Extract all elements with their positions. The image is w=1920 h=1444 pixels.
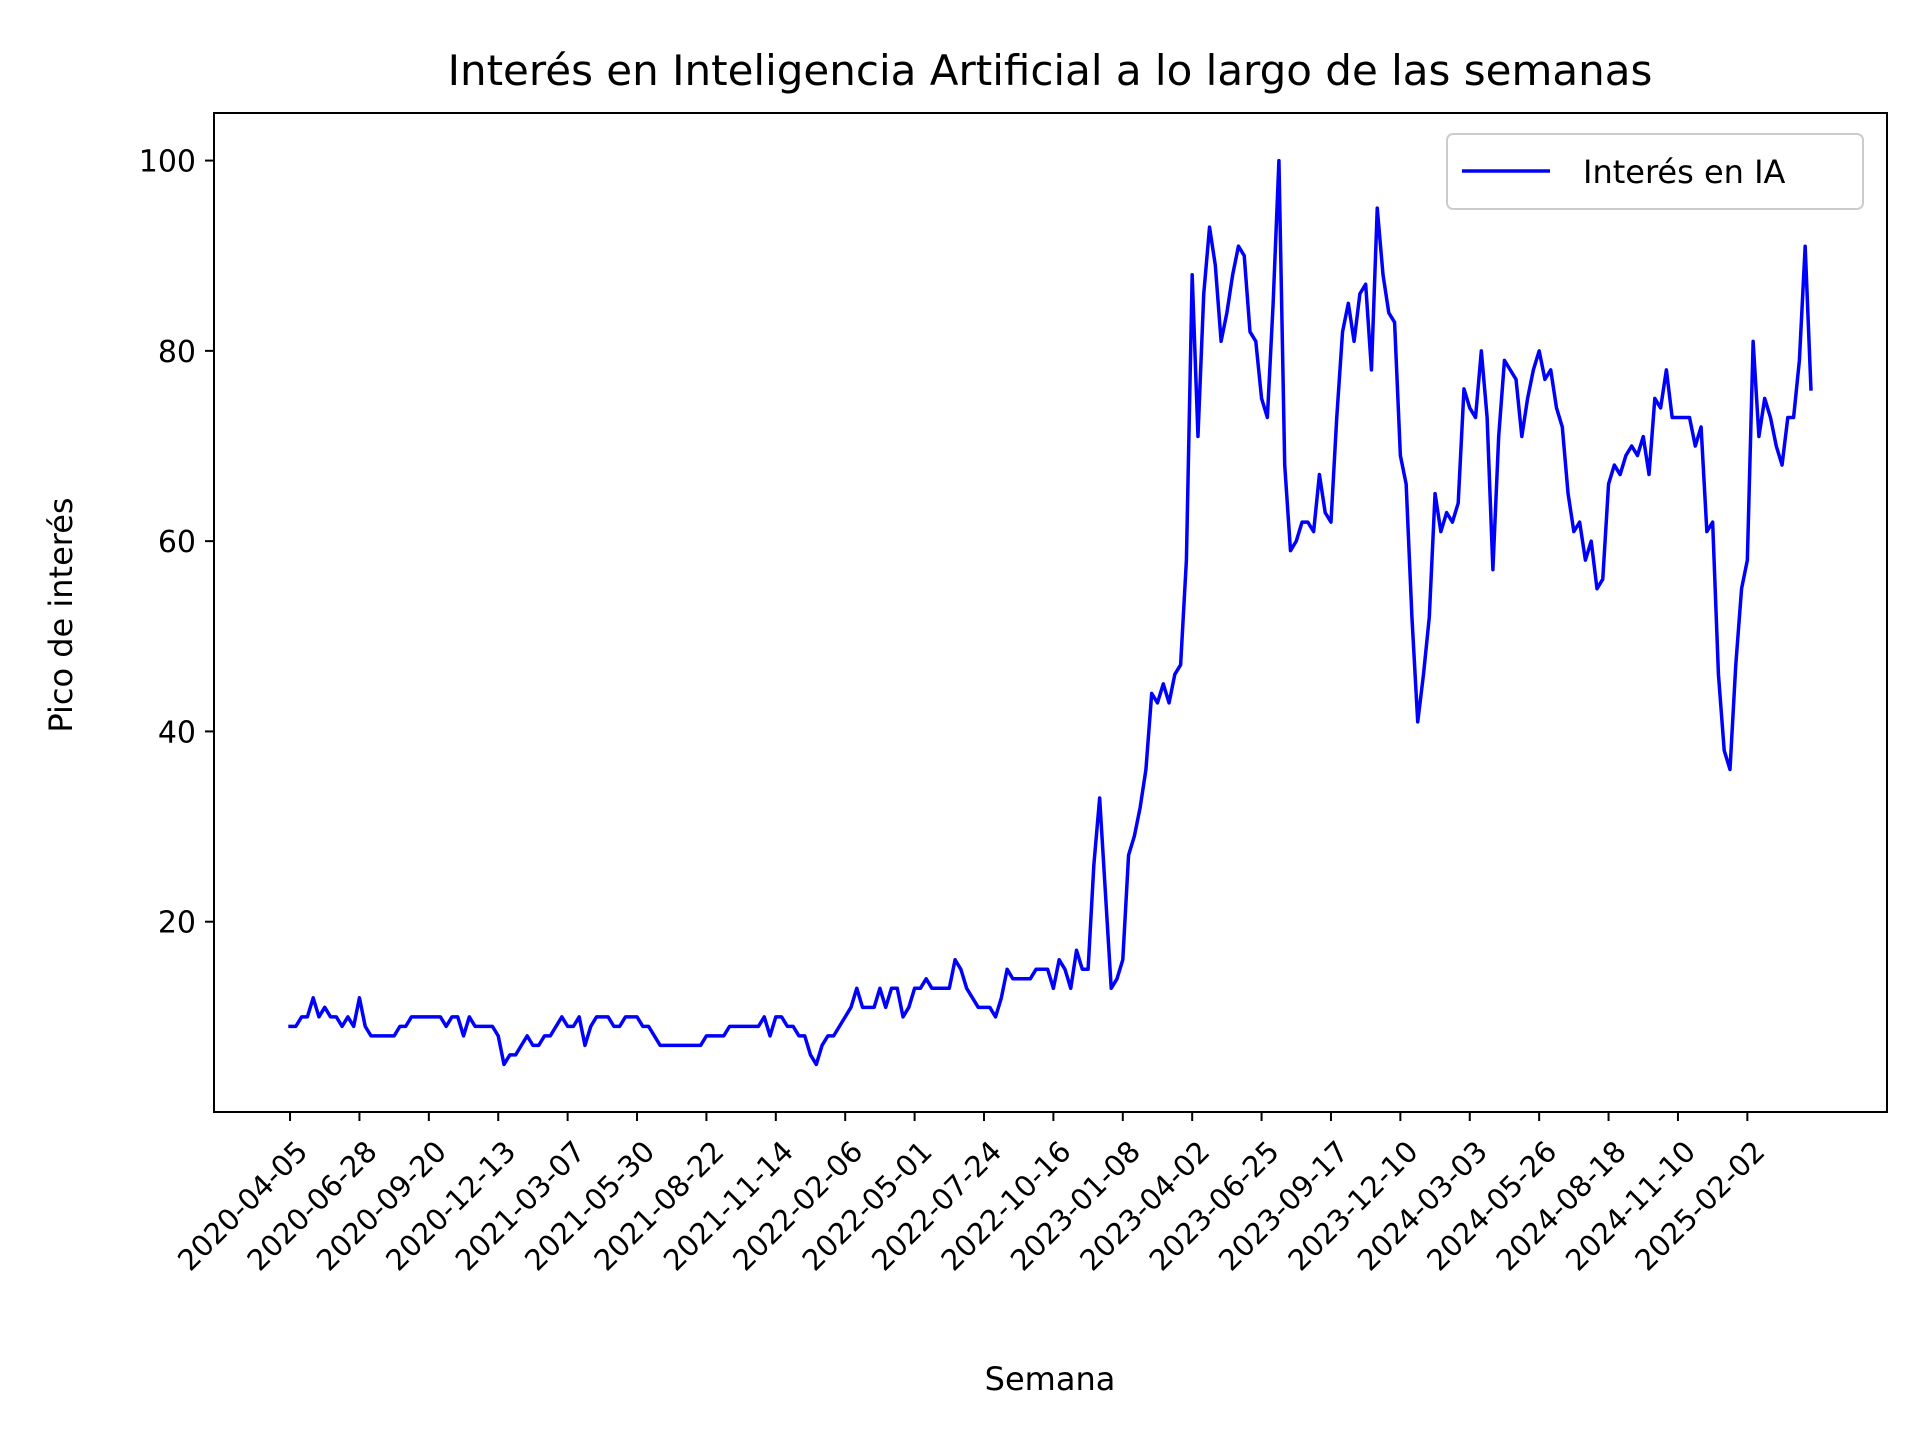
y-tick-label: 60 — [158, 525, 196, 560]
y-tick-label: 80 — [158, 335, 196, 370]
legend-box — [1446, 133, 1864, 210]
x-axis-label: Semana — [985, 1360, 1116, 1398]
legend-label: Interés en IA — [1583, 153, 1786, 191]
y-tick-label: 40 — [158, 715, 196, 750]
plot-area — [213, 112, 1888, 1113]
legend: Interés en IA — [1446, 133, 1864, 210]
plot-frame — [213, 112, 1888, 1113]
y-tick-label: 100 — [139, 145, 196, 180]
series-layer — [288, 158, 1813, 1067]
chart-title: Interés en Inteligencia Artificial a lo … — [448, 46, 1653, 95]
y-axis: 20 40 60 80 100 — [139, 145, 214, 941]
y-axis-label: Pico de interés — [42, 497, 80, 732]
series-line-interes-en-ia — [288, 158, 1813, 1067]
y-tick-label: 20 — [158, 906, 196, 941]
